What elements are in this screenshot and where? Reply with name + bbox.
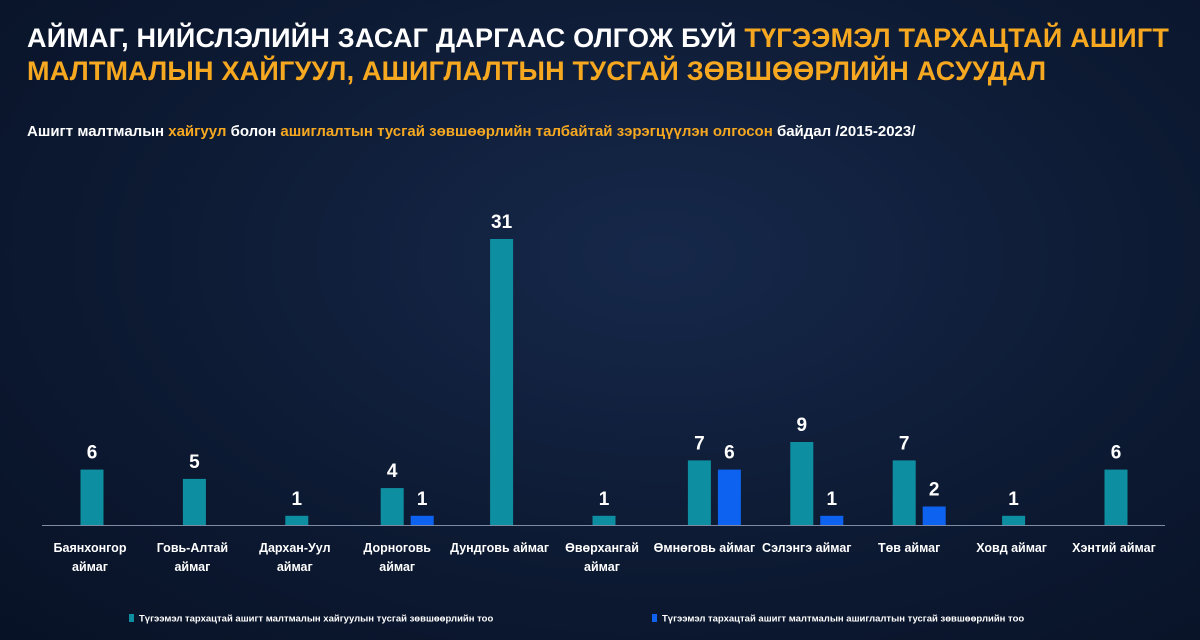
category-label-line: аймаг <box>277 560 313 574</box>
bar-series-2 <box>717 469 741 525</box>
bar-series-1 <box>892 460 916 525</box>
category-label: Төв аймаг <box>878 541 940 555</box>
legend-swatch-series-1 <box>129 614 134 622</box>
bar-series-1 <box>380 488 404 525</box>
category-label-line: Дархан-Уул <box>259 541 331 555</box>
subtitle-highlight: хайгуул <box>168 123 227 140</box>
subtitle-part: Ашигт малтмалын <box>27 123 169 140</box>
data-label: 6 <box>724 443 735 464</box>
legend: Түгээмэл тархацтай ашигт малтмалын хайгу… <box>129 614 1024 625</box>
data-label: 6 <box>1111 443 1122 464</box>
category-label-line: Төв аймаг <box>878 541 940 555</box>
chart-title: АЙМАГ, НИЙСЛЭЛИЙН ЗАСАГ ДАРГААС ОЛГОЖ БУ… <box>27 22 1177 88</box>
category-label-line: Хэнтий аймаг <box>1072 541 1156 555</box>
category-label: Ховд аймаг <box>976 541 1047 555</box>
bar-series-2 <box>922 506 946 525</box>
category-label-line: Сэлэнгэ аймаг <box>762 541 851 555</box>
data-label: 5 <box>189 452 200 473</box>
data-label: 7 <box>694 433 705 454</box>
data-label: 1 <box>292 489 303 510</box>
bar-series-2 <box>820 515 844 525</box>
bar-series-1 <box>1002 515 1026 525</box>
category-label-line: аймаг <box>379 560 415 574</box>
category-label: Сэлэнгэ аймаг <box>762 541 851 555</box>
bar-series-1 <box>1104 469 1128 525</box>
category-label-line: Дундговь аймаг <box>450 541 549 555</box>
title-part-highlight: ТҮГЭЭМЭЛ ТАРХАЦТАЙ АШИГТ МАЛТМАЛЫН ХАЙГУ… <box>27 23 1170 86</box>
category-label-line: аймаг <box>72 560 108 574</box>
category-label: Дундговь аймаг <box>450 541 549 555</box>
data-label: 4 <box>387 461 398 482</box>
legend-label-series-1: Түгээмэл тархацтай ашигт малтмалын хайгу… <box>139 614 493 625</box>
category-label-line: Өмнөговь аймаг <box>654 541 756 555</box>
data-label: 31 <box>491 212 513 233</box>
data-label: 9 <box>797 415 808 436</box>
data-label: 6 <box>87 443 98 464</box>
category-label: Өмнөговь аймаг <box>654 541 756 555</box>
category-label-line: аймаг <box>174 560 210 574</box>
subtitle-part: байдал /2015-2023/ <box>772 123 916 140</box>
bar-series-1 <box>80 469 104 525</box>
category-label-line: Баянхонгор <box>54 541 127 555</box>
data-label: 1 <box>599 489 610 510</box>
category-label: Өвөрхангай аймаг <box>565 541 639 574</box>
category-label-line: Дорноговь <box>363 541 431 555</box>
category-label: Говь-Алтай аймаг <box>157 541 228 574</box>
title-part-white: АЙМАГ, НИЙСЛЭЛИЙН ЗАСАГ ДАРГААС ОЛГОЖ БУ… <box>27 23 745 53</box>
category-label: Хэнтий аймаг <box>1072 541 1156 555</box>
category-label-line: аймаг <box>584 560 620 574</box>
data-label: 1 <box>417 489 428 510</box>
subtitle-part: болон <box>226 123 281 140</box>
category-label: Дорноговь аймаг <box>363 541 431 574</box>
data-label: 2 <box>929 480 940 501</box>
subtitle-highlight: ашиглалтын тусгай зөвшөөрлийн талбайтай … <box>280 123 773 140</box>
data-label: 7 <box>899 433 910 454</box>
bar-series-1 <box>592 515 616 525</box>
category-label: Дархан-Уул аймаг <box>259 541 331 574</box>
category-label: Баянхонгор аймаг <box>54 541 127 574</box>
bar-series-1 <box>285 515 309 525</box>
bar-series-1 <box>687 460 711 525</box>
category-label-line: Ховд аймаг <box>976 541 1047 555</box>
category-label-line: Өвөрхангай <box>565 541 639 555</box>
chart-subtitle: Ашигт малтмалын хайгуул болон ашиглалтын… <box>27 123 915 140</box>
legend-swatch-series-2 <box>652 614 657 622</box>
bar-series-1 <box>182 478 206 525</box>
bar-series-1 <box>790 442 814 525</box>
bar-series-2 <box>410 515 434 525</box>
data-label: 1 <box>827 489 838 510</box>
data-label: 1 <box>1008 489 1019 510</box>
bar-series-1 <box>490 239 514 525</box>
category-label-line: Говь-Алтай <box>157 541 228 555</box>
legend-label-series-2: Түгээмэл тархацтай ашигт малтмалын ашигл… <box>662 614 1024 625</box>
